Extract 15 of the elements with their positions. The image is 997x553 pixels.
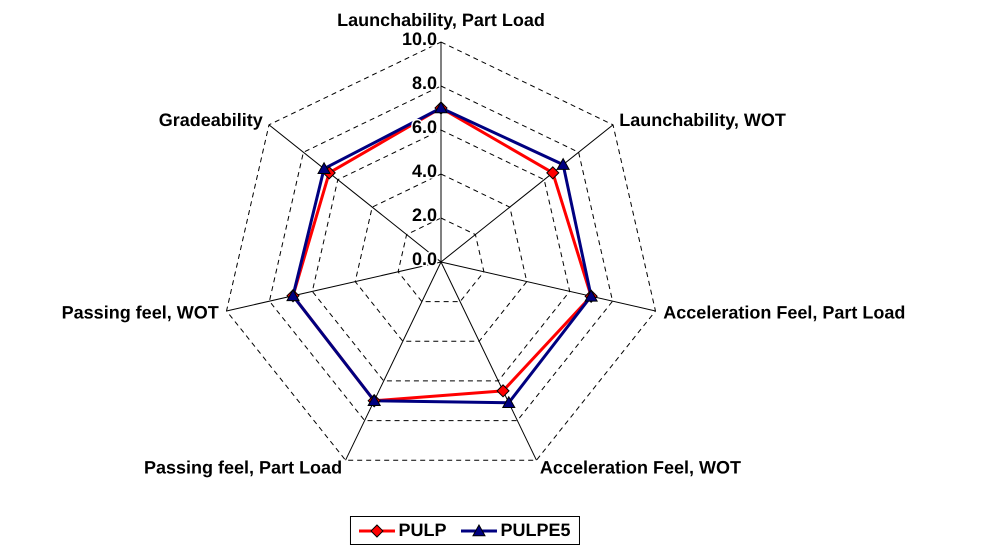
spoke-label: Acceleration Feel, Part Load bbox=[663, 302, 906, 323]
legend-label: PULP bbox=[398, 520, 446, 541]
spoke-label: Passing feel, Part Load bbox=[144, 457, 342, 478]
spoke-label: Passing feel, WOT bbox=[62, 302, 219, 323]
spoke-label: Gradeability bbox=[158, 110, 263, 130]
legend-label: PULPE5 bbox=[500, 520, 571, 541]
y-tick-label: 6.0 bbox=[412, 117, 437, 137]
y-tick-label: 10.0 bbox=[402, 29, 437, 49]
spoke-label: Launchability, WOT bbox=[619, 110, 786, 130]
y-tick-label: 8.0 bbox=[412, 73, 437, 93]
y-tick-label: 0.0 bbox=[412, 249, 437, 269]
spoke-label: Acceleration Feel, WOT bbox=[540, 457, 741, 478]
y-tick-label: 4.0 bbox=[412, 161, 437, 181]
y-tick-label: 2.0 bbox=[412, 205, 437, 225]
spoke-label: Launchability, Part Load bbox=[337, 10, 545, 30]
